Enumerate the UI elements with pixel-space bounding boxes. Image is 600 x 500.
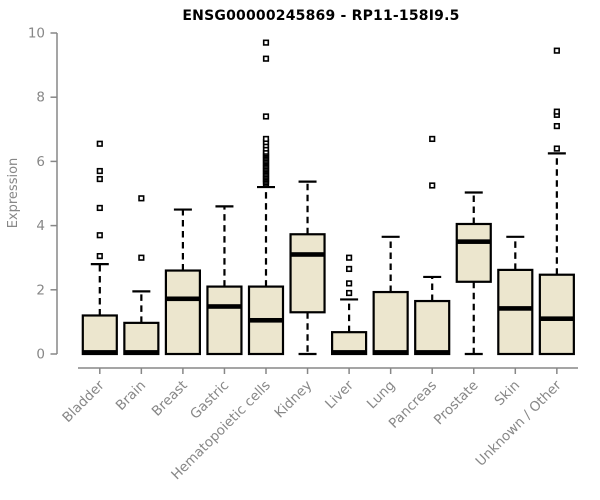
median-line — [456, 239, 491, 244]
x-category-label: Kidney — [272, 378, 316, 422]
median-line — [82, 350, 117, 355]
x-category-label: Liver — [322, 377, 357, 412]
y-tick-label: 6 — [36, 154, 45, 170]
median-line — [207, 304, 242, 309]
median-line — [124, 350, 159, 355]
outlier-point — [96, 252, 103, 260]
outlier-point — [96, 140, 103, 147]
x-category-label: Bladder — [59, 377, 108, 426]
y-axis-label: Expression — [6, 157, 21, 229]
box-rect — [81, 314, 118, 356]
outlier-point — [138, 195, 145, 202]
outlier-point — [96, 232, 103, 239]
y-tick-label: 4 — [36, 218, 45, 234]
box-rect — [497, 268, 534, 356]
y-tick-label: 0 — [36, 347, 45, 363]
median-line — [498, 306, 533, 311]
outlier-point — [345, 280, 353, 287]
box-rect — [372, 290, 409, 356]
outlier-point — [553, 47, 560, 54]
outlier-point — [345, 265, 353, 273]
box-rect — [455, 222, 492, 283]
median-line — [165, 296, 200, 302]
box-rect — [164, 269, 201, 356]
y-tick-label: 8 — [36, 90, 45, 106]
median-line — [373, 350, 408, 355]
outlier-point — [429, 135, 436, 143]
outlier-point — [262, 39, 270, 46]
chart-title: ENSG00000245869 - RP11-158I9.5 — [182, 8, 460, 24]
outlier-point — [138, 254, 145, 261]
x-category-label: Skin — [492, 378, 524, 410]
y-tick-label: 10 — [28, 26, 45, 42]
outlier-point — [553, 145, 560, 152]
x-category-label: Prostate — [431, 378, 482, 429]
outlier-point — [262, 55, 270, 62]
x-category-label: Brain — [113, 378, 149, 414]
outlier-point — [262, 113, 270, 120]
box-rect — [538, 273, 575, 356]
outlier-point — [345, 289, 353, 297]
outlier-point — [429, 182, 436, 189]
outlier-point — [96, 204, 103, 212]
box-rect — [123, 321, 160, 356]
outlier-point — [553, 108, 560, 115]
x-category-label: Lung — [364, 378, 399, 413]
y-tick-label: 2 — [36, 282, 45, 298]
outlier-point — [96, 175, 103, 183]
outlier-point — [553, 122, 560, 130]
outlier-point — [262, 135, 270, 143]
x-category-label: Breast — [149, 378, 191, 420]
median-line — [415, 350, 450, 355]
median-line — [332, 350, 367, 355]
median-line — [249, 317, 283, 323]
median-line — [290, 252, 325, 257]
box-rect — [289, 233, 326, 314]
outlier-point — [96, 167, 103, 175]
box-rect — [414, 299, 451, 356]
outlier-point — [345, 254, 353, 261]
median-line — [539, 316, 574, 321]
box-rect — [206, 285, 243, 356]
